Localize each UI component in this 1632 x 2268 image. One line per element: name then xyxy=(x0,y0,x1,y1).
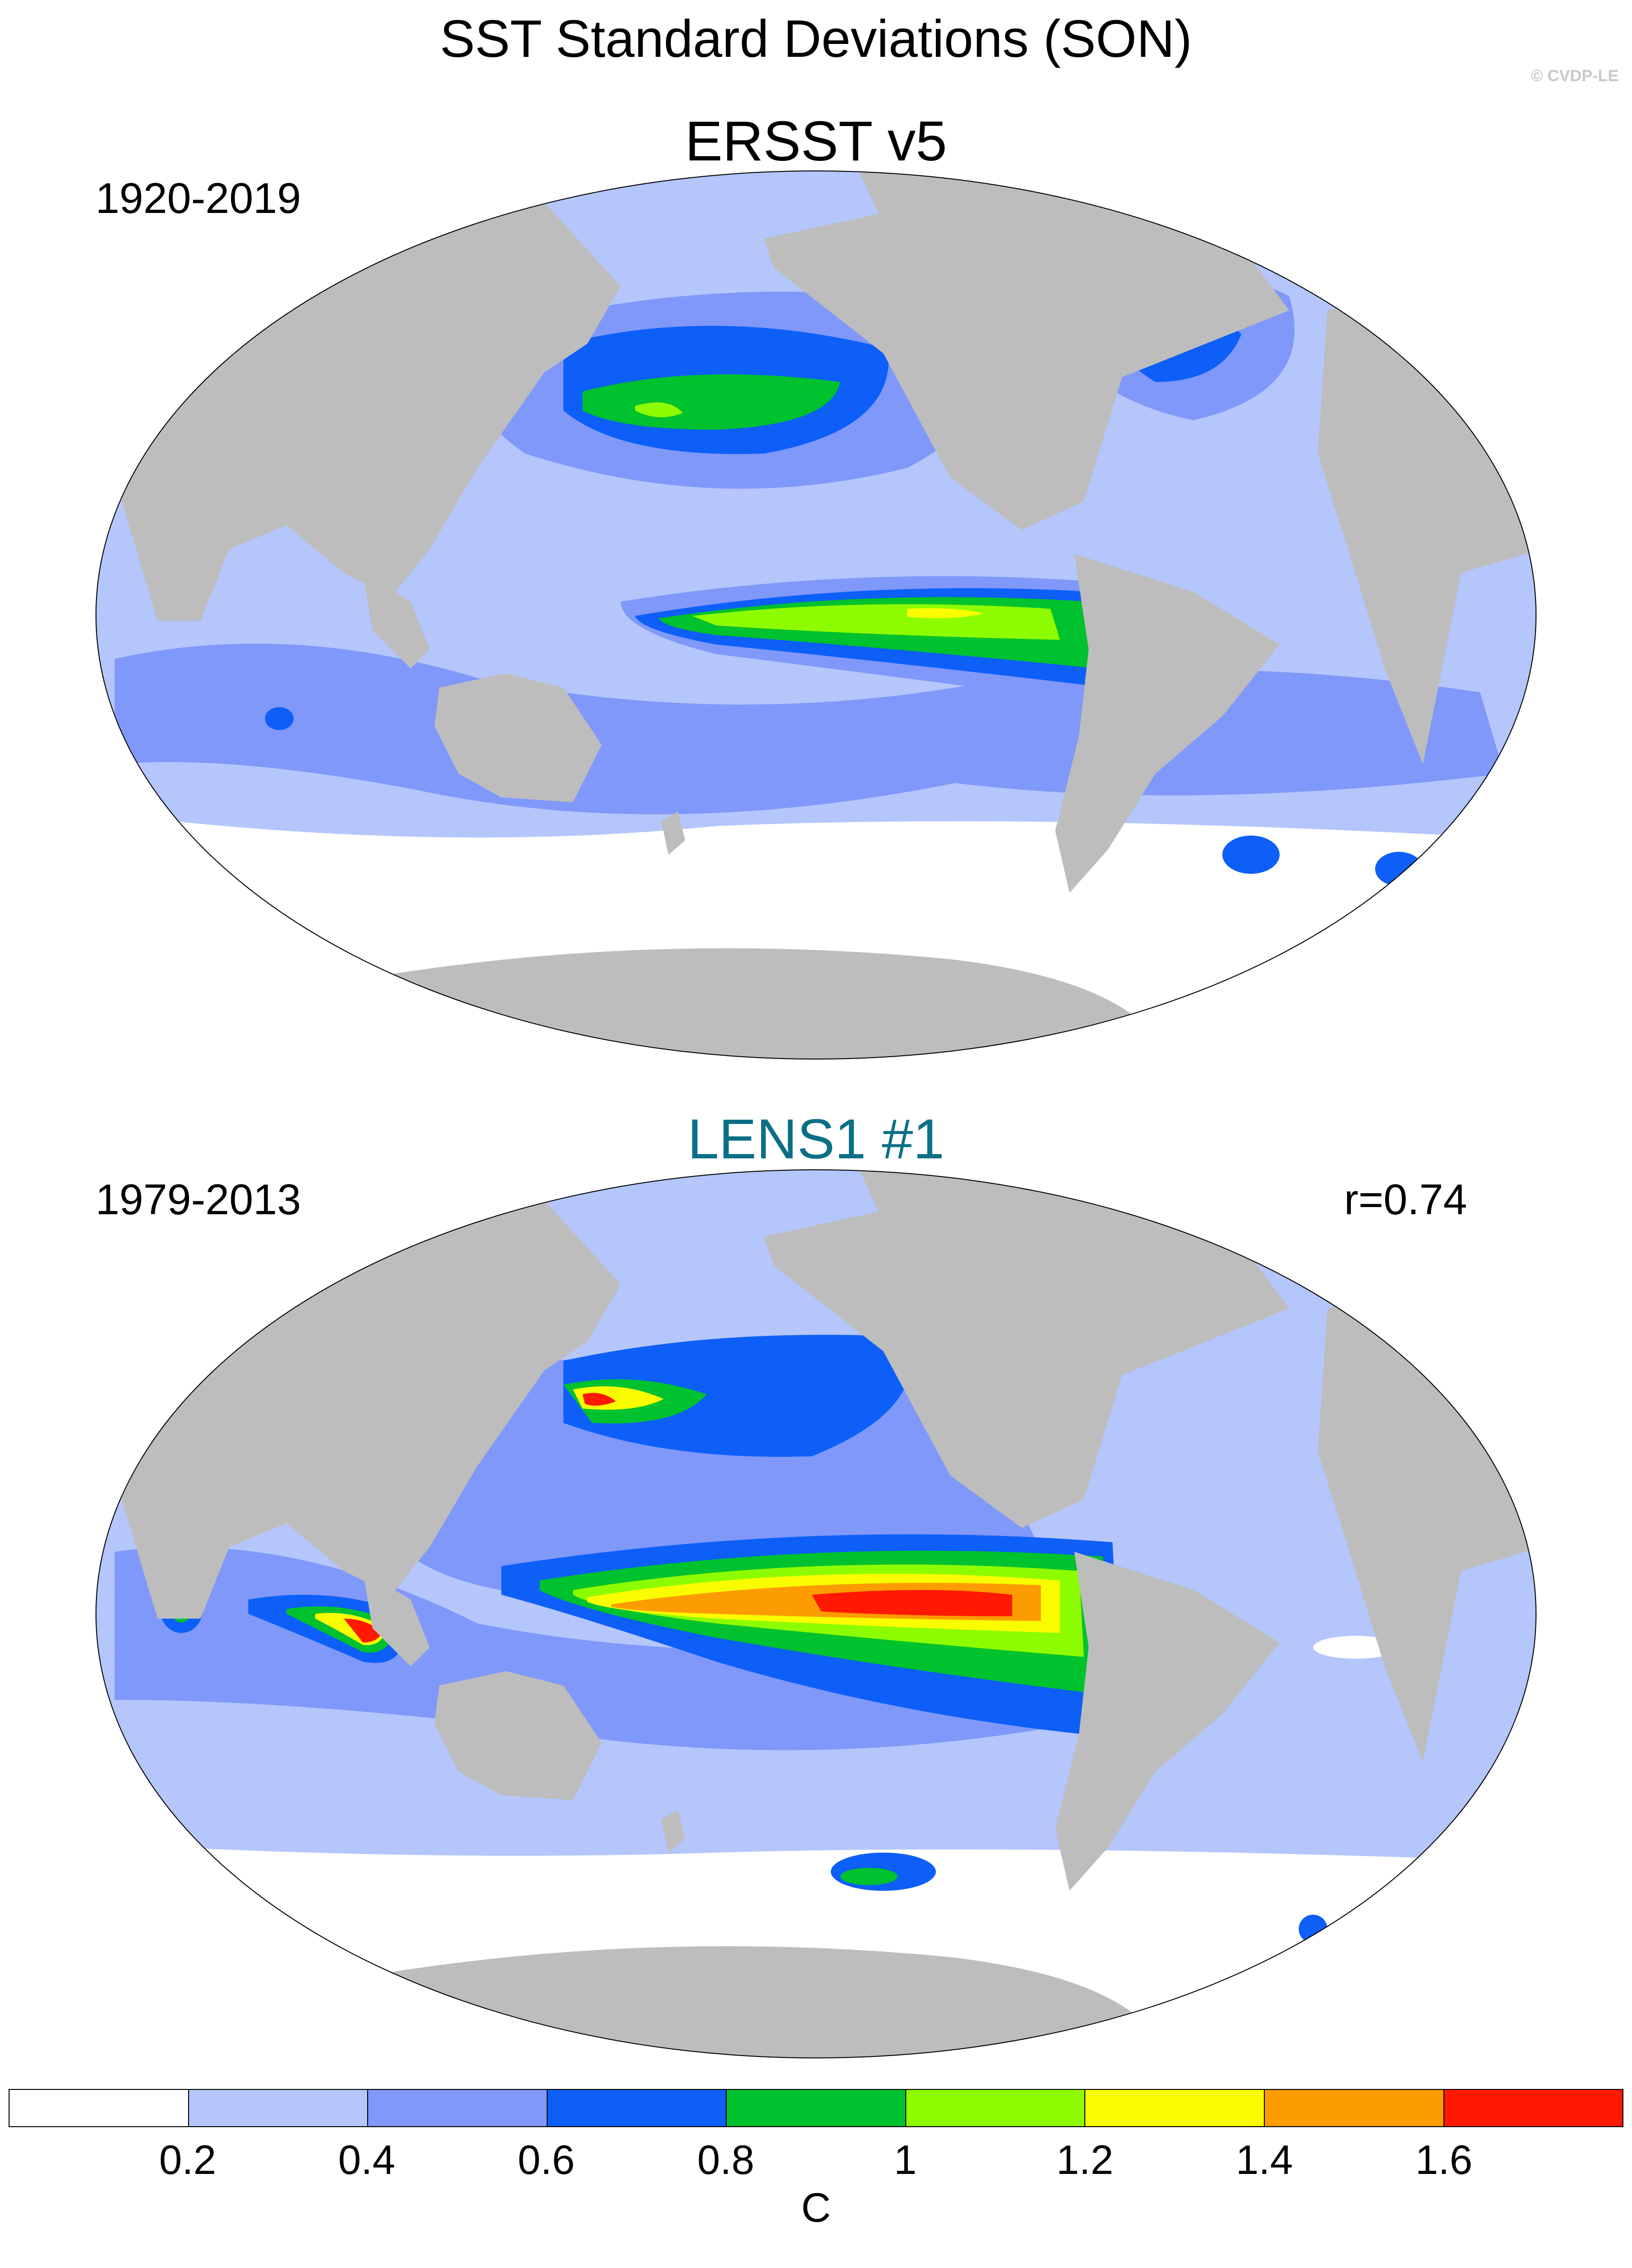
colorbar-swatch xyxy=(906,2090,1086,2126)
panel-2-title: LENS1 #1 xyxy=(688,1108,944,1171)
watermark: © CVDP-LE xyxy=(1531,67,1619,85)
panel-2-correlation: r=0.74 xyxy=(1344,1176,1467,1224)
colorbar-swatch xyxy=(189,2090,369,2126)
colorbar-tick: 0.2 xyxy=(159,2137,216,2183)
colorbar-tick: 1 xyxy=(894,2137,917,2183)
colorbar-swatch xyxy=(547,2090,727,2126)
colorbar-tick: 1.4 xyxy=(1236,2137,1293,2183)
colorbar-unit: C xyxy=(801,2185,831,2231)
figure-title: SST Standard Deviations (SON) xyxy=(440,10,1192,68)
colorbar-tick: 0.8 xyxy=(697,2137,754,2183)
colorbar-tick: 1.6 xyxy=(1415,2137,1473,2183)
colorbar-tick: 0.4 xyxy=(338,2137,395,2183)
colorbar-swatch xyxy=(1264,2090,1444,2126)
colorbar-tick: 0.6 xyxy=(518,2137,575,2183)
colorbar xyxy=(9,2089,1623,2127)
panel-1-period: 1920-2019 xyxy=(95,175,301,223)
colorbar-swatch xyxy=(727,2090,906,2126)
colorbar-swatch xyxy=(368,2090,548,2126)
panel-1-title: ERSST v5 xyxy=(685,110,947,173)
colorbar-tick: 1.2 xyxy=(1056,2137,1113,2183)
colorbar-swatch xyxy=(1444,2090,1623,2126)
panel-2-period: 1979-2013 xyxy=(95,1176,301,1224)
colorbar-swatch xyxy=(1085,2090,1265,2126)
colorbar-swatch xyxy=(10,2090,189,2126)
